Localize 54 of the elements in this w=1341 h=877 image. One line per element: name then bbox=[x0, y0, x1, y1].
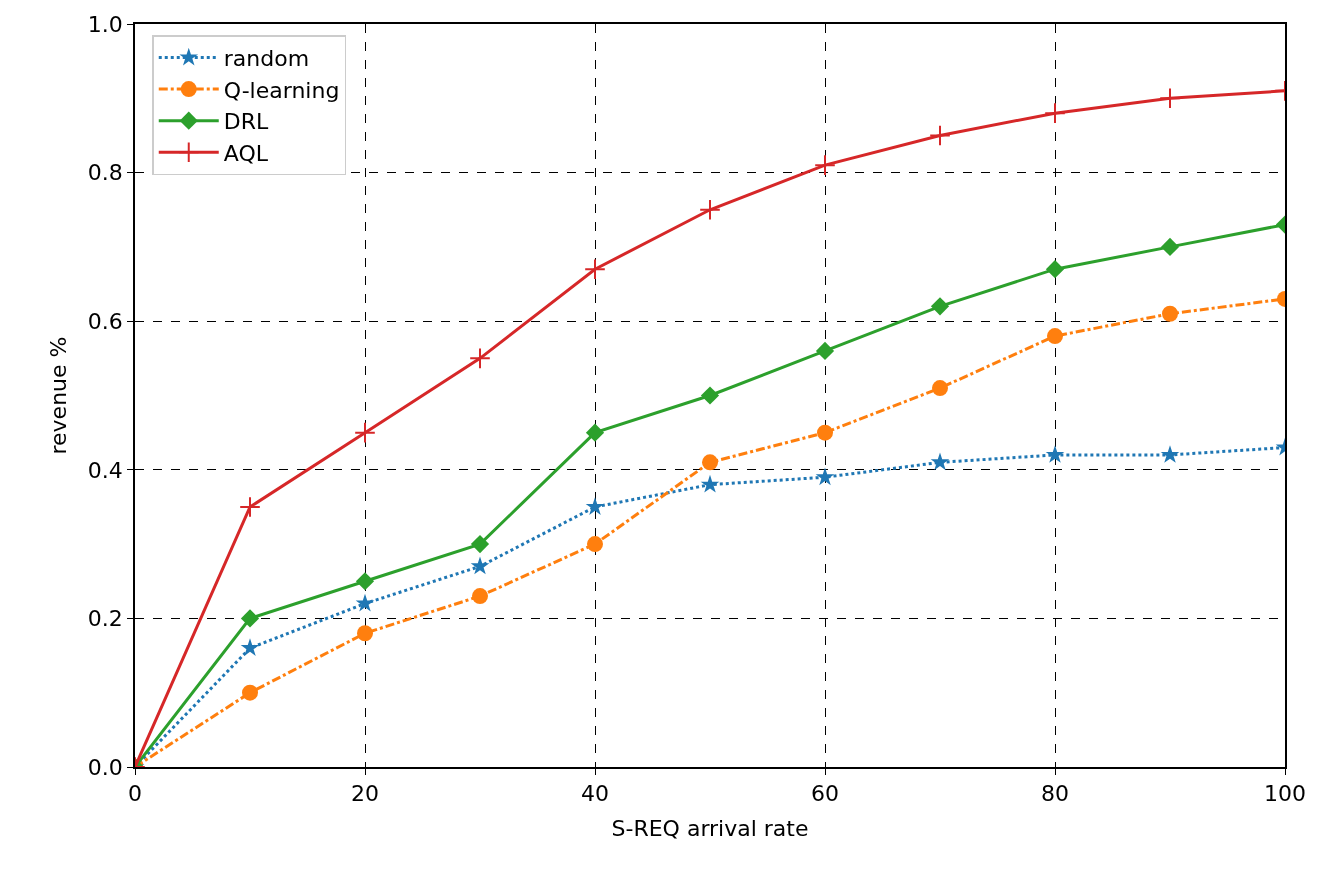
x-tick-label: 60 bbox=[811, 781, 839, 807]
x-tick-label: 80 bbox=[1041, 781, 1069, 807]
y-tick-label: 0.6 bbox=[87, 308, 123, 334]
point bbox=[585, 423, 605, 442]
point bbox=[242, 684, 258, 701]
legend-label: DRL bbox=[223, 109, 269, 135]
point bbox=[930, 452, 950, 471]
point bbox=[239, 496, 261, 518]
x-tick-label: 100 bbox=[1264, 781, 1306, 807]
point bbox=[814, 154, 836, 176]
point bbox=[472, 588, 488, 605]
point bbox=[815, 467, 835, 486]
point bbox=[355, 593, 375, 612]
point bbox=[587, 536, 603, 553]
point bbox=[815, 341, 835, 361]
point bbox=[1160, 237, 1180, 256]
point bbox=[1159, 87, 1181, 110]
x-tick-label: 0 bbox=[128, 781, 142, 807]
point bbox=[700, 386, 720, 405]
point bbox=[240, 638, 260, 657]
point bbox=[584, 258, 606, 280]
point bbox=[470, 556, 490, 575]
point bbox=[470, 535, 490, 554]
point bbox=[700, 474, 720, 493]
y-axis-title: revenue % bbox=[46, 336, 72, 455]
point bbox=[1045, 445, 1065, 463]
point bbox=[1160, 445, 1180, 463]
point bbox=[354, 421, 376, 444]
point bbox=[469, 347, 491, 370]
y-tick-label: 0.2 bbox=[87, 606, 123, 632]
point bbox=[355, 572, 375, 591]
y-tick-label: 0.0 bbox=[87, 754, 123, 780]
point bbox=[1045, 260, 1065, 279]
point bbox=[1162, 305, 1178, 322]
point bbox=[699, 198, 721, 221]
point bbox=[817, 424, 833, 441]
point bbox=[240, 609, 260, 628]
x-tick-label: 40 bbox=[581, 781, 609, 807]
x-axis-title: S-REQ arrival rate bbox=[611, 815, 809, 841]
point bbox=[357, 625, 373, 642]
point bbox=[585, 497, 605, 515]
legend-label: random bbox=[223, 46, 310, 72]
point bbox=[929, 124, 951, 147]
point bbox=[1044, 102, 1066, 124]
point bbox=[932, 380, 948, 397]
y-tick-label: 0.8 bbox=[87, 160, 123, 186]
legend-label: Q-learning bbox=[223, 77, 340, 103]
y-tick-label: 0.4 bbox=[87, 457, 123, 483]
point bbox=[1047, 328, 1063, 345]
y-tick-label: 1.0 bbox=[87, 11, 123, 37]
point bbox=[930, 297, 950, 316]
legend-label: AQL bbox=[223, 140, 269, 166]
point bbox=[702, 454, 718, 471]
x-tick-label: 20 bbox=[351, 781, 379, 807]
